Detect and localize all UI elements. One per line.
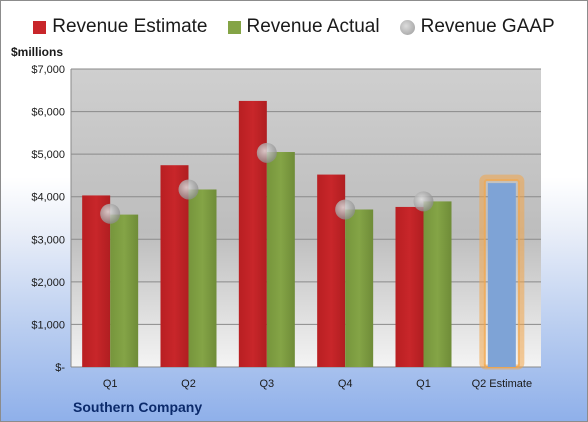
x-tick-label: Q3: [259, 378, 274, 390]
legend-marker-gaap: [399, 19, 415, 35]
y-tick-label: $6,000: [31, 107, 65, 119]
y-tick-label: $5,000: [31, 149, 65, 161]
y-tick-label: $3,000: [31, 234, 65, 246]
legend-item-gaap: Revenue GAAP: [399, 16, 555, 38]
bar-revenue-actual: [345, 209, 374, 367]
legend-label-gaap: Revenue GAAP: [420, 16, 555, 37]
y-unit-label: $millions: [11, 45, 64, 59]
y-tick-label: $7,000: [31, 64, 65, 76]
legend-item-estimate: Revenue Estimate: [33, 16, 208, 38]
point-revenue-gaap: [100, 203, 121, 224]
bar-revenue-actual: [110, 214, 139, 367]
y-tick-label: $4,000: [31, 192, 65, 204]
point-revenue-gaap: [413, 191, 434, 212]
company-name: Southern Company: [73, 399, 203, 415]
point-revenue-gaap: [256, 142, 277, 163]
bar-revenue-actual: [266, 152, 295, 367]
bar-revenue-estimate: [82, 195, 111, 367]
bar-revenue-actual: [423, 201, 452, 367]
legend-swatch-actual: [227, 20, 241, 34]
x-tick-label: Q2 Estimate: [472, 378, 533, 390]
legend-swatch-estimate: [33, 20, 47, 34]
bar-revenue-estimate: [395, 206, 424, 367]
point-revenue-gaap: [178, 179, 199, 200]
bar-revenue-estimate: [238, 100, 267, 367]
x-tick-label: Q1: [416, 378, 431, 390]
bar-revenue-estimate: [160, 165, 189, 367]
x-tick-label: Q1: [103, 378, 118, 390]
y-tick-label: $-: [55, 362, 65, 374]
legend-label-actual: Revenue Actual: [246, 16, 380, 37]
legend-label-estimate: Revenue Estimate: [52, 16, 208, 37]
x-tick-label: Q4: [338, 378, 353, 390]
bar-revenue-actual: [188, 189, 217, 367]
legend: Revenue Estimate Revenue Actual Revenue …: [1, 15, 587, 39]
y-tick-label: $1,000: [31, 319, 65, 331]
plot-area: [71, 69, 541, 367]
legend-item-actual: Revenue Actual: [227, 16, 380, 38]
x-tick-label: Q2: [181, 378, 196, 390]
point-revenue-gaap: [335, 199, 356, 220]
bar-revenue-forecast: [487, 183, 516, 367]
y-tick-label: $2,000: [31, 277, 65, 289]
